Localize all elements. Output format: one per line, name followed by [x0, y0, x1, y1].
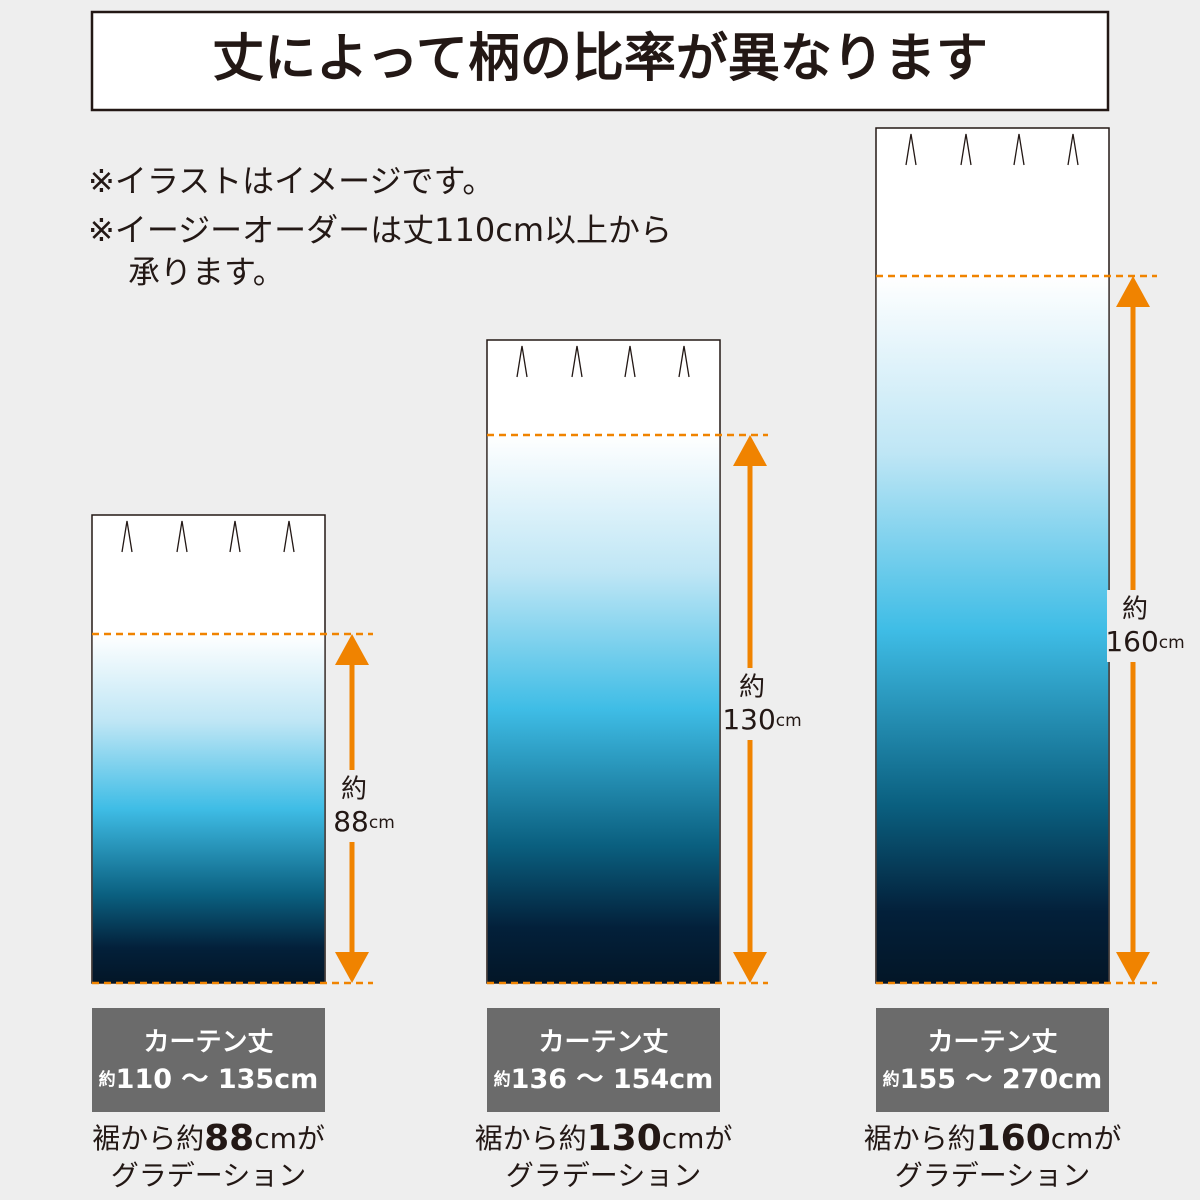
box-title: カーテン丈 [143, 1028, 273, 1058]
arrow-head [335, 634, 369, 665]
title-box [90, 10, 1110, 112]
hook [905, 133, 917, 166]
caption-prefix: 裾から約 [92, 1122, 204, 1155]
caption-line2: グラデーション [111, 1159, 306, 1192]
caption-value: 130 [587, 1118, 662, 1159]
caption-line2: グラデーション [506, 1159, 701, 1192]
gradient [876, 276, 1109, 983]
label-bg [326, 770, 406, 842]
box-range: 約110 〜 135cm [99, 1064, 319, 1095]
caption-suffix: cmが [254, 1122, 325, 1155]
hook [121, 520, 133, 553]
range: 155 〜 270cm [900, 1064, 1103, 1095]
caption-suffix: cmが [662, 1122, 733, 1155]
measure-prefix: 約 [1122, 595, 1148, 625]
measure-value: 160 [1105, 625, 1158, 658]
arrow-head [733, 435, 767, 466]
measure: 88cm [333, 805, 395, 838]
range-prefix: 約 [883, 1069, 900, 1090]
measure: 160cm [1105, 625, 1184, 658]
caption-prefix: 裾から約 [475, 1122, 587, 1155]
hook [1067, 133, 1079, 166]
gradient [487, 435, 720, 983]
caption: 裾から約88cmが [92, 1118, 325, 1159]
caption-value: 160 [976, 1118, 1051, 1159]
caption: 裾から約130cmが [475, 1118, 733, 1159]
hook [624, 345, 636, 378]
label-bg [1107, 590, 1187, 662]
range-prefix: 約 [494, 1069, 511, 1090]
measure-unit: cm [1159, 633, 1185, 653]
measure-value: 88 [333, 805, 369, 838]
box-range: 約136 〜 154cm [494, 1064, 714, 1095]
measure-unit: cm [369, 813, 395, 833]
hook [678, 345, 690, 378]
caption-prefix: 裾から約 [864, 1122, 976, 1155]
hook [516, 345, 528, 378]
hook [176, 520, 188, 553]
box-range: 約155 〜 270cm [883, 1064, 1103, 1095]
measure-prefix: 約 [739, 673, 765, 703]
caption: 裾から約160cmが [864, 1118, 1122, 1159]
hook [229, 520, 241, 553]
arrow-head [733, 952, 767, 983]
hook [960, 133, 972, 166]
measure-value: 130 [722, 703, 775, 736]
title: 丈によって柄の比率が異なります [212, 29, 988, 89]
caption-suffix: cmが [1051, 1122, 1122, 1155]
length-box [92, 1008, 325, 1112]
box-title: カーテン丈 [927, 1028, 1057, 1058]
arrow-head [1116, 276, 1150, 307]
hook [571, 345, 583, 378]
caption-line2: グラデーション [895, 1159, 1090, 1192]
label-bg [724, 668, 804, 740]
box-title: カーテン丈 [538, 1028, 668, 1058]
hook [1013, 133, 1025, 166]
length-box [487, 1008, 720, 1112]
arrow-head [1116, 952, 1150, 983]
range-prefix: 約 [99, 1069, 116, 1090]
length-box [876, 1008, 1109, 1112]
range: 110 〜 135cm [116, 1064, 319, 1095]
measure-unit: cm [776, 711, 802, 731]
note: 承ります。 [128, 253, 285, 291]
caption-value: 88 [204, 1118, 254, 1159]
note: ※イージーオーダーは丈110cm以上から [88, 211, 672, 249]
gradient [92, 634, 325, 983]
measure-prefix: 約 [341, 775, 367, 805]
hook [283, 520, 295, 553]
range: 136 〜 154cm [511, 1064, 714, 1095]
arrow-head [335, 952, 369, 983]
note: ※イラストはイメージです。 [88, 162, 494, 200]
measure: 130cm [722, 703, 801, 736]
